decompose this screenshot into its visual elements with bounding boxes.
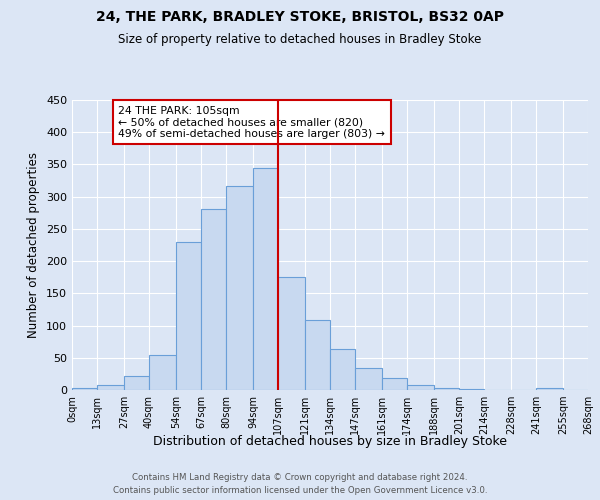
Bar [201,209,226,390]
Bar [536,388,563,390]
Bar [407,386,434,390]
Text: Distribution of detached houses by size in Bradley Stoke: Distribution of detached houses by size … [153,435,507,448]
Y-axis label: Number of detached properties: Number of detached properties [28,152,40,338]
Bar [226,186,253,390]
Bar [72,388,97,390]
Bar [278,276,305,390]
Text: Size of property relative to detached houses in Bradley Stoke: Size of property relative to detached ho… [118,32,482,46]
Text: 24 THE PARK: 105sqm
← 50% of detached houses are smaller (820)
49% of semi-detac: 24 THE PARK: 105sqm ← 50% of detached ho… [118,106,385,139]
Bar [434,388,459,390]
Text: 24, THE PARK, BRADLEY STOKE, BRISTOL, BS32 0AP: 24, THE PARK, BRADLEY STOKE, BRISTOL, BS… [96,10,504,24]
Bar [382,378,407,390]
Bar [330,350,355,390]
Bar [176,242,201,390]
Bar [97,386,124,390]
Bar [305,320,330,390]
Bar [149,355,176,390]
Text: Contains public sector information licensed under the Open Government Licence v3: Contains public sector information licen… [113,486,487,495]
Bar [355,368,382,390]
Text: Contains HM Land Registry data © Crown copyright and database right 2024.: Contains HM Land Registry data © Crown c… [132,472,468,482]
Bar [124,376,149,390]
Bar [253,168,278,390]
